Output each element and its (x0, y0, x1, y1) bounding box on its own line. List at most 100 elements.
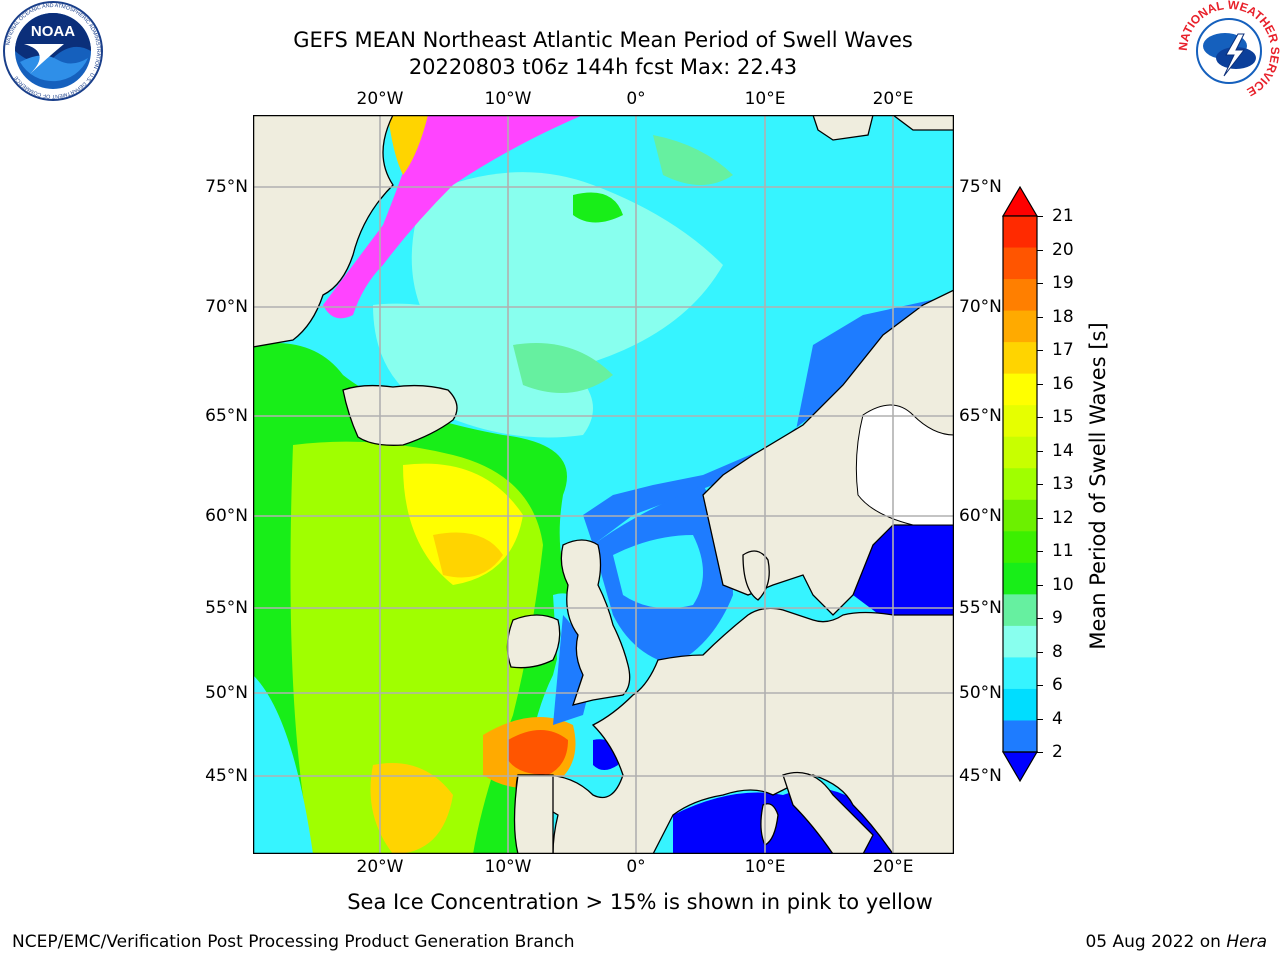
colorbar-segment (1003, 373, 1037, 406)
colorbar-tick-label: 19 (1052, 273, 1074, 293)
land-denmark (742, 550, 770, 601)
colorbar-segment (1003, 720, 1037, 753)
lat-label-left: 45°N (205, 766, 248, 786)
land-greenland (253, 115, 394, 348)
ocean-green-patch (573, 192, 623, 223)
lat-label-right: 55°N (959, 598, 1002, 618)
footer-credit: NCEP/EMC/Verification Post Processing Pr… (12, 932, 575, 952)
colorbar-segment (1003, 562, 1037, 595)
land-europe (515, 607, 954, 854)
colorbar-tick-label: 14 (1052, 440, 1074, 461)
colorbar-tick-label: 15 (1052, 407, 1074, 427)
lat-label-right: 60°N (959, 506, 1002, 526)
colorbar-segment (1003, 531, 1037, 564)
colorbar-segment (1003, 688, 1037, 721)
colorbar-segment (1003, 436, 1037, 469)
sea-ice-pink (323, 115, 583, 319)
colorbar-tick-mark (1037, 752, 1043, 753)
footer-date: 05 Aug 2022 on Hera (1085, 932, 1267, 952)
ocean-aqua-norwegian (411, 172, 723, 372)
colorbar-tick-mark (1037, 651, 1043, 653)
lon-label-bottom: 20°E (872, 857, 914, 877)
lat-label-left: 75°N (205, 177, 248, 197)
colorbar-segment (1003, 468, 1037, 501)
lat-label-right: 50°N (959, 683, 1002, 703)
noaa-logo: NOAA NATIONAL OCEANIC AND ATMOSPHERIC AD… (2, 0, 104, 102)
ocean-gold-patch (433, 532, 503, 578)
land-ireland (506, 614, 561, 669)
land-great-britain (560, 539, 631, 706)
ocean-gold-patch-south (370, 763, 453, 854)
chart-subtitle: 20220803 t06z 144h fcst Max: 22.43 (408, 55, 798, 79)
lon-label-bottom: 20°W (356, 857, 404, 877)
ocean-red-biscay (508, 730, 568, 775)
lat-label-left: 50°N (205, 683, 248, 703)
land-svalbard-east (891, 115, 954, 131)
colorbar-tick-mark (1037, 283, 1043, 284)
map-svg (253, 115, 954, 854)
colorbar-tick-mark (1037, 383, 1043, 385)
colorbar-segment (1003, 625, 1037, 658)
land (253, 115, 954, 854)
colorbar-tick-label: 2 (1052, 742, 1063, 762)
colorbar-tick-label: 11 (1052, 541, 1074, 561)
colorbar-under-triangle (1001, 751, 1039, 782)
lon-label-bottom: 10°W (484, 857, 532, 877)
colorbar-segment (1003, 247, 1037, 280)
colorbar-tick-mark (1037, 350, 1043, 351)
lat-label-left: 70°N (205, 297, 248, 317)
chart-title: GEFS MEAN Northeast Atlantic Mean Period… (293, 28, 913, 52)
colorbar (1000, 186, 1040, 782)
map-gridlines (253, 115, 954, 854)
colorbar-segment (1003, 342, 1037, 375)
colorbar-tick-mark (1037, 517, 1043, 519)
colorbar-segment (1003, 499, 1037, 532)
lon-label-top: 10°W (484, 89, 532, 109)
colorbar-segment (1003, 310, 1037, 343)
colorbar-tick-label: 8 (1052, 641, 1063, 662)
colorbar-tick-mark (1037, 685, 1043, 686)
colorbar-tick-label: 16 (1052, 373, 1074, 394)
colorbar-label: Mean Period of Swell Waves [s] (1086, 322, 1110, 650)
colorbar-tick-mark (1037, 216, 1043, 217)
colorbar-tick-label: 9 (1052, 608, 1063, 628)
lon-label-top: 20°W (356, 89, 404, 109)
colorbar-tick-mark (1037, 584, 1043, 586)
lon-label-bottom: 0° (626, 857, 646, 877)
gulf-of-bothnia (855, 404, 954, 526)
colorbar-tick-mark (1037, 618, 1043, 619)
colorbar-tick-mark (1037, 718, 1043, 720)
lat-label-left: 55°N (205, 598, 248, 618)
colorbar-segment (1003, 405, 1037, 438)
lat-label-right: 75°N (959, 177, 1002, 197)
ocean-seagreen-patch (653, 135, 733, 185)
ocean-blue-norway-coast (583, 295, 954, 545)
lat-label-left: 60°N (205, 506, 248, 526)
lat-label-right: 45°N (959, 766, 1002, 786)
colorbar-tick-mark (1037, 484, 1043, 485)
colorbar-segment (1003, 594, 1037, 627)
colorbar-tick-label: 21 (1052, 206, 1074, 226)
footer-date-text: 05 Aug 2022 on (1085, 932, 1227, 952)
colorbar-tick-mark (1037, 249, 1043, 251)
colorbar-tick-label: 12 (1052, 507, 1074, 528)
colorbar-segment (1003, 216, 1037, 249)
sea-ice-caption-text: Sea Ice Concentration > 15% is shown in … (347, 890, 933, 914)
lon-label-top: 10°E (744, 89, 786, 109)
sea-ice-caption: Sea Ice Concentration > 15% is shown in … (0, 890, 1280, 914)
lat-label-left: 65°N (205, 406, 248, 426)
colorbar-tick-label: 10 (1052, 574, 1074, 595)
land-svalbard (812, 115, 874, 141)
colorbar-tick-mark (1037, 316, 1043, 318)
lon-label-top: 20°E (872, 89, 914, 109)
footer-host: Hera (1226, 932, 1267, 952)
lon-label-top: 0° (626, 89, 646, 109)
land-iberia (513, 774, 554, 854)
colorbar-tick-label: 6 (1052, 675, 1063, 695)
colorbar-tick-mark (1037, 450, 1043, 452)
colorbar-tick-label: 18 (1052, 306, 1074, 327)
ocean-seagreen-patch-2 (513, 343, 613, 393)
colorbar-tick-label: 20 (1052, 239, 1074, 260)
colorbar-segment (1003, 657, 1037, 690)
colorbar-segment (1003, 279, 1037, 312)
